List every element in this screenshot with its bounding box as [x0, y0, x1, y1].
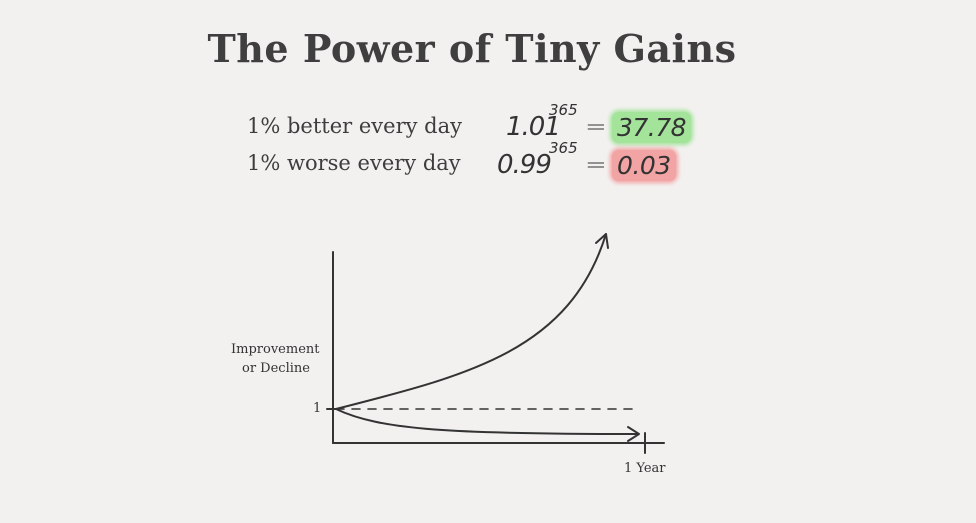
better-exponent: 365 [549, 101, 578, 119]
better-base: 1.01 [506, 112, 561, 142]
better-equals: = [585, 112, 607, 142]
better-label: 1% better every day [247, 114, 463, 138]
decline-curve [335, 408, 639, 435]
y-tick-label: 1 [313, 401, 322, 416]
better-result: 37.78 [612, 112, 692, 143]
improvement-arrowhead [595, 233, 609, 249]
y-axis-label-line-1: Improvement [231, 342, 320, 357]
worse-equals: = [585, 150, 607, 180]
page-title: The Power of Tiny Gains [207, 26, 737, 71]
worse-base: 0.99 [497, 150, 552, 180]
worse-result: 0.03 [612, 150, 676, 181]
worse-exponent: 365 [549, 139, 578, 157]
decline-arrowhead [627, 426, 640, 442]
worse-label: 1% worse every day [247, 151, 461, 175]
x-tick-label: 1 Year [624, 461, 666, 476]
y-axis-label-line-2: or Decline [242, 361, 310, 376]
improvement-curve [335, 233, 607, 410]
